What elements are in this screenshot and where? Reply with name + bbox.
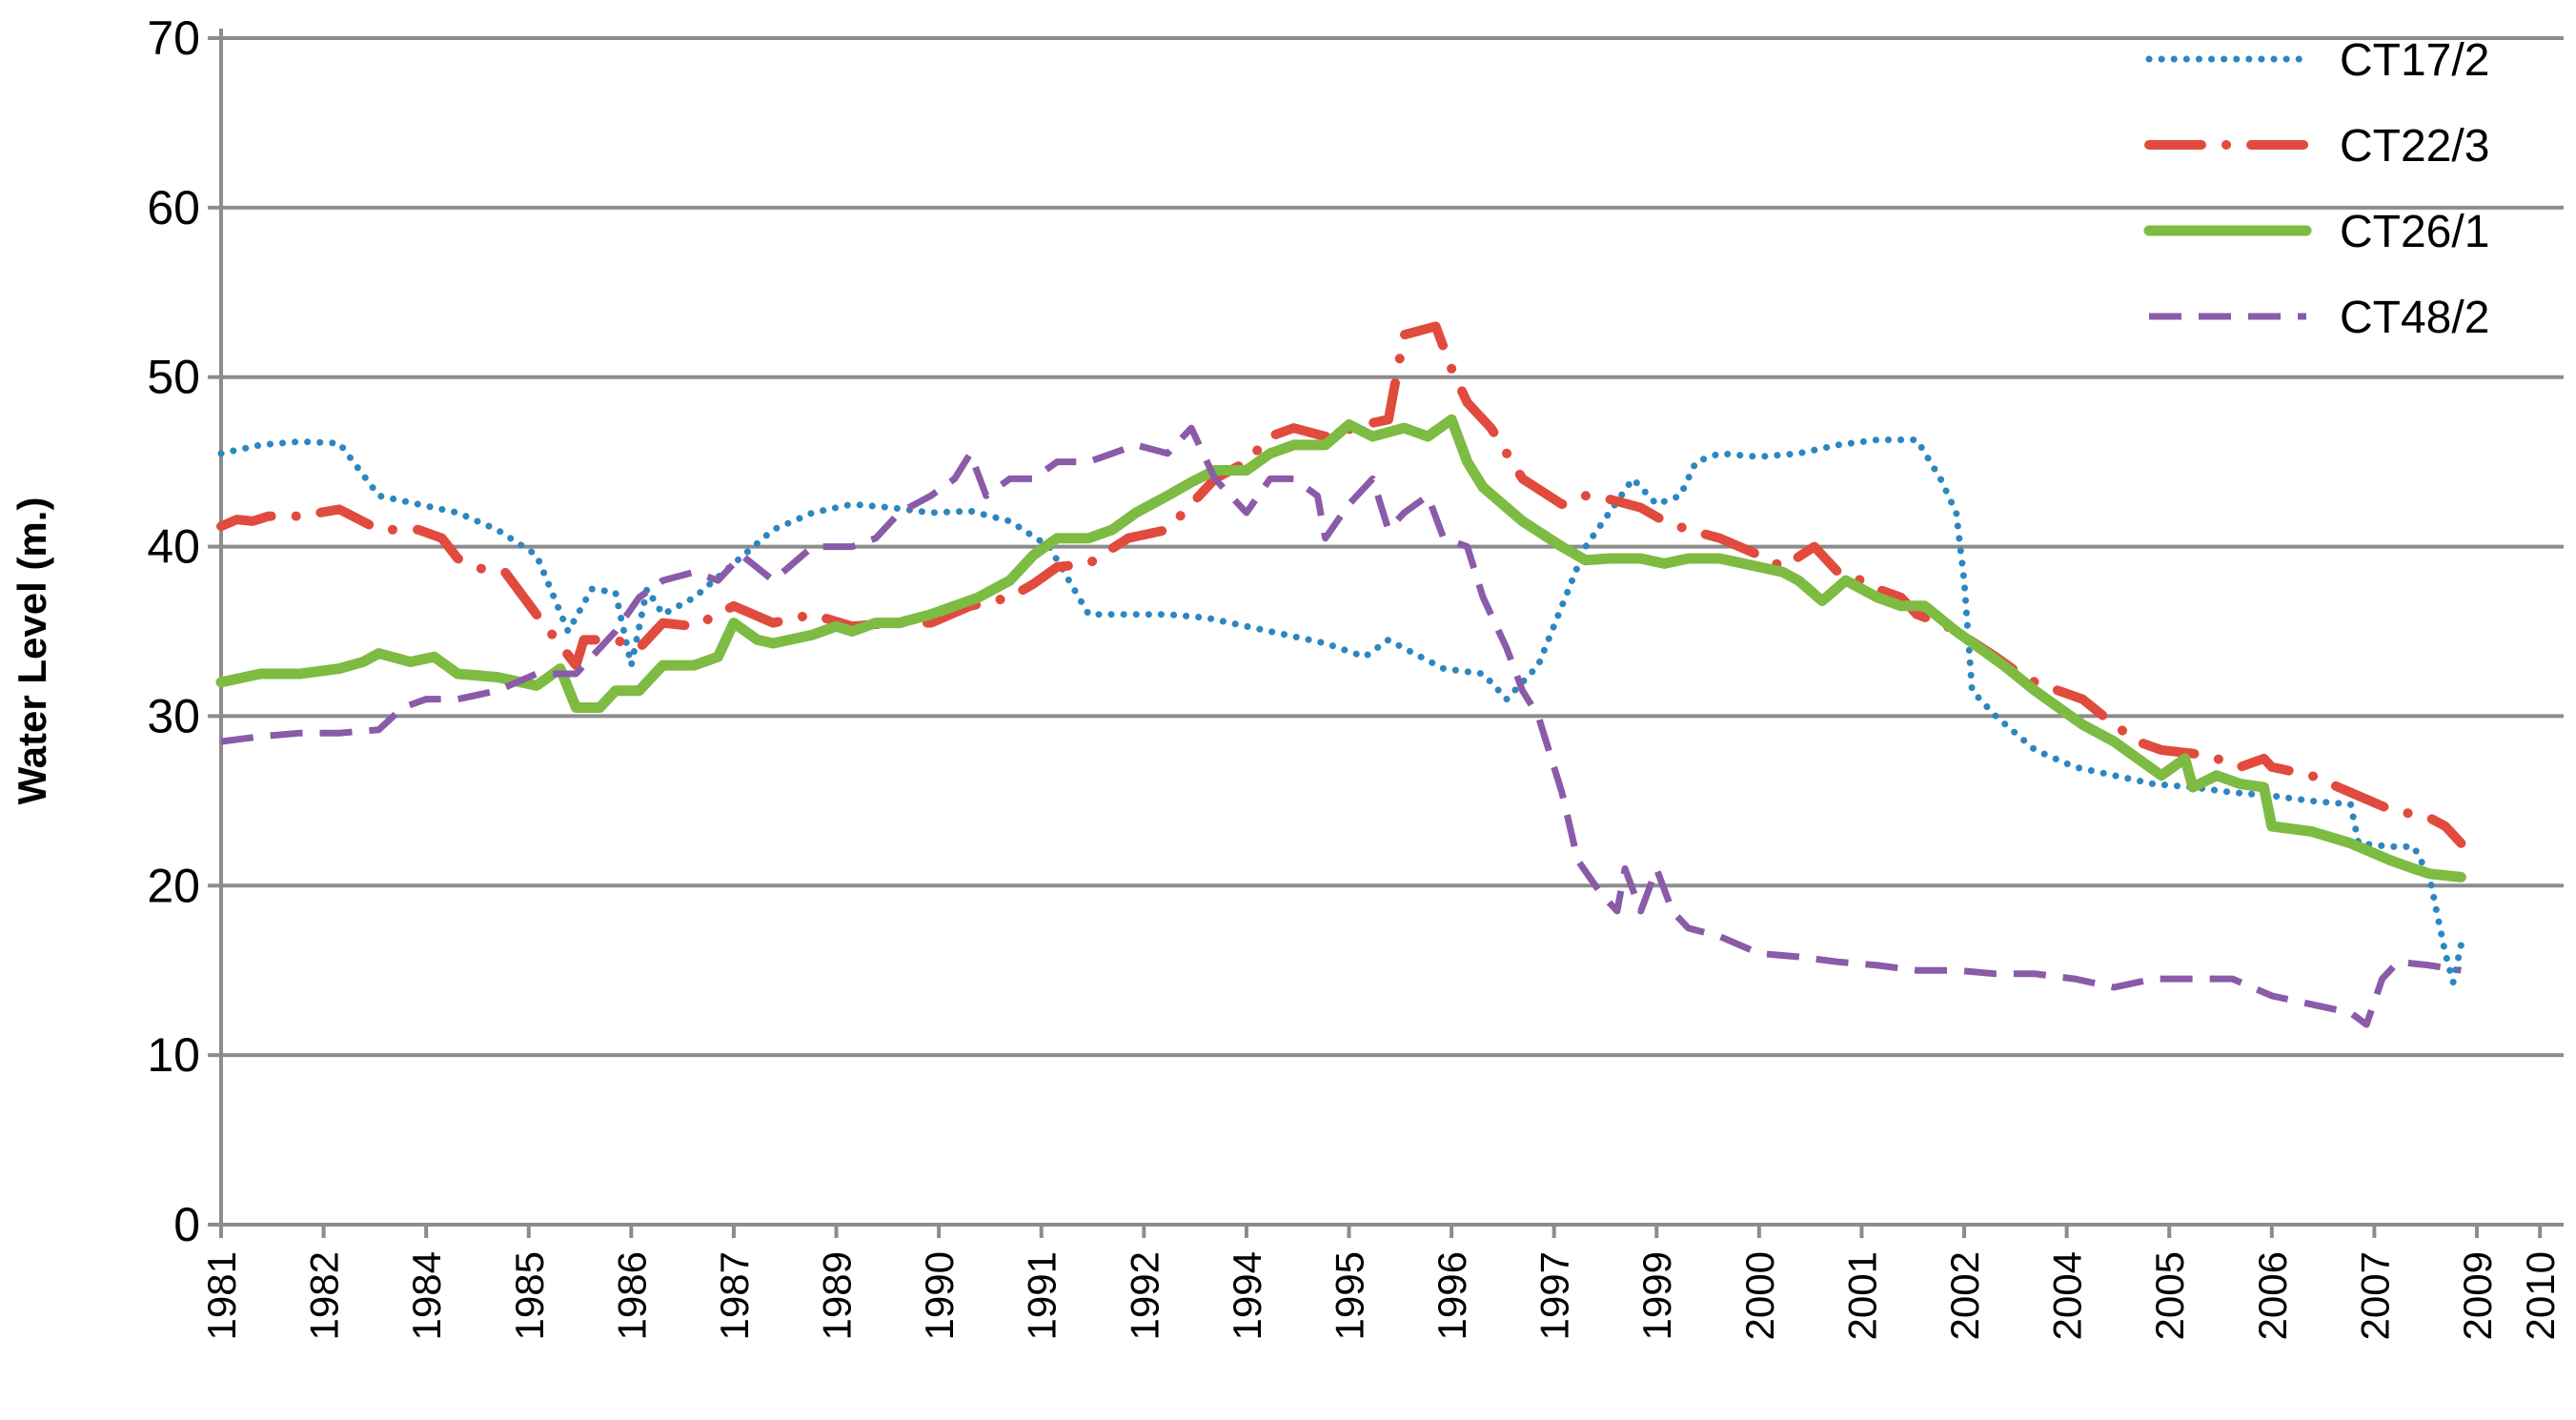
x-tick-label: 1985 (507, 1251, 552, 1340)
series-line-ct22-3 (216, 321, 2466, 848)
x-tick-label: 1996 (1430, 1251, 1474, 1340)
legend-item: CT17/2 (2145, 35, 2489, 86)
series-line-ct26-1 (215, 414, 2466, 882)
x-tick-label: 1999 (1634, 1251, 1679, 1340)
legend-item: CT48/2 (2149, 293, 2489, 343)
x-tick-label: 1981 (199, 1251, 244, 1340)
y-tick-label: 10 (147, 1028, 200, 1082)
legend-label: CT26/1 (2340, 207, 2489, 257)
x-tick-label: 1997 (1532, 1251, 1577, 1340)
legend-item: CT22/3 (2144, 121, 2489, 172)
axes: 0 10 20 30 40 50 60 70 1981 1982 1984 1985 1986 1987 1… (147, 11, 2564, 1340)
x-tick-label: 1989 (815, 1251, 860, 1340)
x-tick-label: 1991 (1020, 1251, 1065, 1340)
x-tick-label: 2006 (2250, 1251, 2295, 1340)
x-tick-label: 1986 (609, 1251, 654, 1340)
x-tick-label: 2001 (1839, 1251, 1884, 1340)
y-tick-label: 50 (147, 351, 200, 404)
legend-label: CT48/2 (2340, 293, 2489, 343)
x-tick-label: 2000 (1737, 1251, 1782, 1340)
x-tick-label: 1992 (1122, 1251, 1166, 1340)
y-tick-label: 60 (147, 181, 200, 234)
legend-item: CT26/1 (2143, 207, 2489, 257)
x-tick-label: 2007 (2352, 1251, 2397, 1340)
gridlines (221, 36, 2564, 1058)
legend: CT17/2 CT22/3 CT26/1 CT48/2 (2143, 35, 2489, 343)
x-tick-label: 2009 (2455, 1251, 2500, 1340)
x-tick-label: 1994 (1225, 1251, 1269, 1340)
series-line-ct17-2 (217, 436, 2464, 986)
y-tick-label: 0 (173, 1198, 200, 1251)
x-tick-label: 2005 (2147, 1251, 2192, 1340)
y-tick-label: 70 (147, 11, 200, 65)
y-tick-label: 40 (147, 520, 200, 574)
x-tick-label: 2002 (1942, 1251, 1987, 1340)
x-tick-label: 2004 (2045, 1251, 2090, 1340)
legend-label: CT22/3 (2340, 121, 2489, 172)
y-axis-label: Water Level (m.) (10, 497, 54, 805)
x-tick-label: 1987 (712, 1251, 757, 1340)
x-tick-label: 2010 (2518, 1251, 2563, 1340)
x-tick-label: 1984 (404, 1251, 449, 1340)
y-tick-label: 30 (147, 689, 200, 742)
x-tick-label: 1982 (302, 1251, 347, 1340)
legend-label: CT17/2 (2340, 35, 2489, 86)
y-tick-label: 20 (147, 859, 200, 912)
series-lines (215, 321, 2466, 1028)
x-tick-label: 1995 (1327, 1251, 1371, 1340)
x-tick-label: 1990 (917, 1251, 962, 1340)
